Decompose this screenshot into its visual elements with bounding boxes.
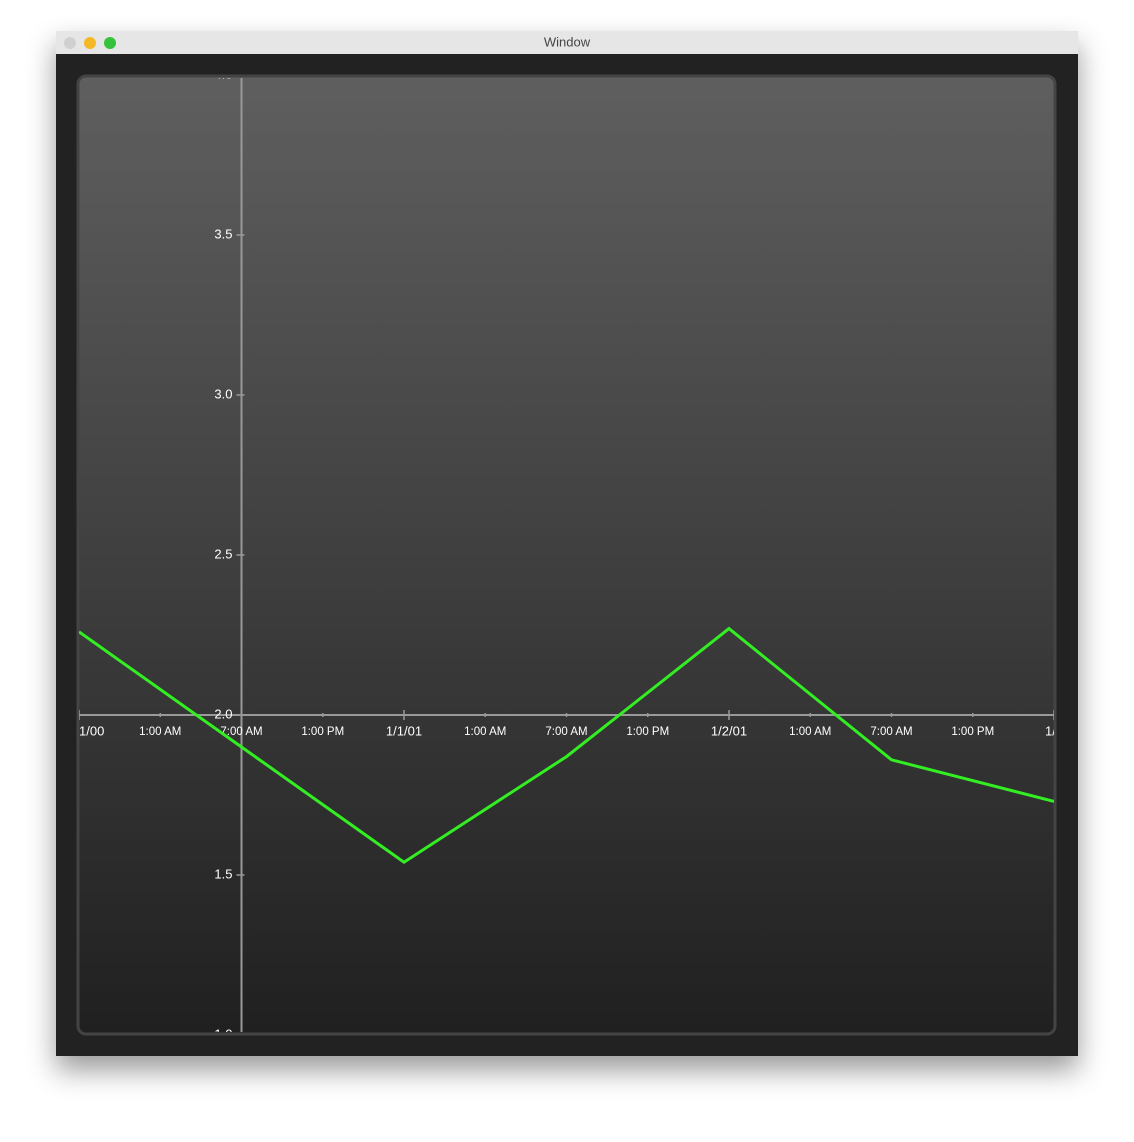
y-tick-label: 3.0 — [214, 386, 232, 401]
window-title: Window — [544, 34, 591, 49]
y-tick-label: 1.0 — [214, 1026, 232, 1041]
minimize-button[interactable] — [84, 37, 96, 49]
plot: 1.0 1.5 2.0 2.5 3.0 3.5 4.0 1/00 1:00 AM 7:00 AM 1… — [79, 66, 1063, 1041]
y-tick-label: 4.0 — [214, 66, 232, 81]
y-tick-label: 2.5 — [214, 546, 232, 561]
x-tick-label: 7:00 AM — [545, 726, 587, 738]
x-tick-label: 1/00 — [79, 723, 104, 738]
x-tick-label: 1:00 AM — [139, 726, 181, 738]
x-tick-label: 1:00 AM — [789, 726, 831, 738]
x-tick-label: 1:00 PM — [951, 726, 994, 738]
plot-area — [76, 74, 1057, 1036]
title-bar — [56, 31, 1078, 54]
x-tick-label: 7:00 AM — [870, 726, 912, 738]
data-line — [79, 626, 1054, 865]
x-tick-label: 1/1/01 — [386, 723, 422, 738]
x-tick-label: 1:00 PM — [626, 726, 669, 738]
close-button[interactable] — [64, 37, 76, 49]
x-tick-label: 7:00 AM — [220, 726, 262, 738]
x-tick-label: 1/2/01 — [711, 723, 747, 738]
y-tick-label: 1.5 — [214, 866, 232, 881]
x-tick-label: 1:00 PM — [301, 726, 344, 738]
zoom-button[interactable] — [104, 37, 116, 49]
x-tick-label: 1/3 — [1045, 723, 1063, 738]
x-tick-label: 1:00 AM — [464, 726, 506, 738]
y-tick-label: 2.0 — [214, 706, 232, 721]
y-tick-label: 3.5 — [214, 226, 232, 241]
